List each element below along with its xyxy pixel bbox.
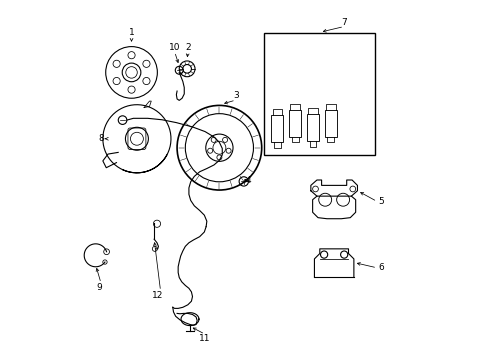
Text: 11: 11 <box>199 334 210 343</box>
Text: 9: 9 <box>96 283 102 292</box>
Bar <box>264 33 375 155</box>
Text: 12: 12 <box>152 291 163 300</box>
Text: 7: 7 <box>341 18 346 27</box>
Text: 3: 3 <box>233 91 238 100</box>
Text: 8: 8 <box>98 134 104 143</box>
Bar <box>325 110 336 137</box>
Text: 5: 5 <box>377 197 383 206</box>
Text: 1: 1 <box>128 28 134 37</box>
Bar <box>289 110 300 137</box>
Text: 4: 4 <box>245 176 250 185</box>
Bar <box>306 114 318 141</box>
Text: 10: 10 <box>168 43 180 52</box>
Text: 6: 6 <box>377 264 383 273</box>
Bar <box>271 116 282 142</box>
Text: 2: 2 <box>184 43 190 52</box>
